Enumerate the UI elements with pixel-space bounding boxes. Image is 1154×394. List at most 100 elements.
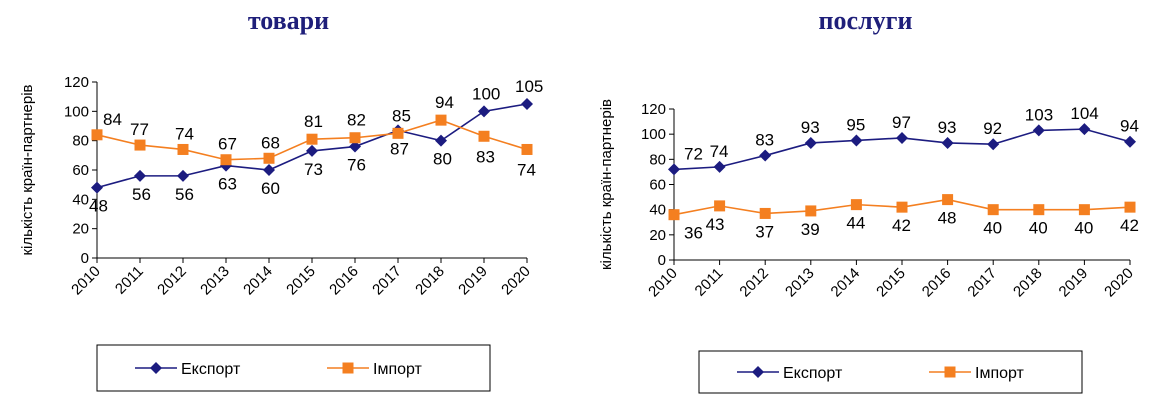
data-label-import: 77 [130, 120, 149, 139]
data-point-import [1033, 204, 1045, 216]
data-label-export: 92 [983, 119, 1002, 138]
data-point-export [941, 136, 954, 149]
data-label-export: 83 [755, 131, 774, 150]
data-point-export [1078, 123, 1091, 136]
data-point-import [714, 200, 726, 212]
legend-marker-export [752, 366, 764, 378]
data-point-import [805, 205, 817, 217]
data-point-import [349, 132, 361, 144]
x-tick-label: 2020 [1101, 265, 1137, 301]
y-tick-label: 120 [641, 101, 666, 118]
data-point-export [1032, 124, 1045, 137]
data-point-import [850, 199, 862, 211]
x-tick-label: 2012 [154, 263, 190, 299]
data-point-export [804, 136, 817, 149]
legend-marker-import [342, 362, 354, 374]
legend-marker-import [944, 366, 956, 378]
x-tick-label: 2016 [326, 263, 362, 299]
data-point-import [987, 204, 999, 216]
data-point-export [668, 163, 680, 176]
data-point-import [478, 130, 490, 142]
data-label-export: 93 [801, 118, 820, 137]
y-tick-label: 120 [64, 74, 89, 91]
data-label-export: 48 [89, 197, 108, 216]
y-tick-label: 60 [649, 177, 666, 194]
y-axis-label: кількість країн-партнерів [19, 84, 36, 255]
data-label-export: 73 [304, 160, 323, 179]
data-label-export: 94 [1120, 117, 1139, 136]
data-point-import [392, 127, 404, 139]
x-tick-label: 2015 [283, 263, 319, 299]
data-label-export: 87 [390, 139, 409, 158]
x-tick-label: 2016 [919, 265, 955, 301]
data-point-import [521, 143, 533, 155]
data-label-import: 37 [755, 222, 774, 241]
data-label-import: 94 [435, 93, 454, 112]
data-label-import: 42 [1120, 216, 1139, 235]
data-label-import: 85 [392, 106, 411, 125]
data-point-import [263, 152, 275, 164]
data-label-import: 68 [261, 133, 280, 152]
chart-services: послуги 0 20 40 60 80 100 120 2010 2011 2012 2013 2… [577, 0, 1154, 394]
legend-label-export: Експорт [181, 361, 241, 378]
data-point-import [177, 143, 189, 155]
data-label-import: 36 [684, 224, 703, 243]
x-tick-label: 2018 [1010, 265, 1046, 301]
y-tick-label: 100 [641, 126, 666, 143]
data-label-export: 60 [261, 179, 280, 198]
data-label-import: 44 [846, 214, 865, 233]
data-label-export: 72 [684, 144, 703, 163]
y-tick-label: 60 [72, 162, 89, 179]
x-tick-label: 2013 [197, 263, 233, 299]
legend-label-import: Імпорт [373, 361, 423, 378]
data-point-import [91, 129, 103, 141]
data-label-export: 56 [175, 185, 194, 204]
data-label-export: 56 [132, 185, 151, 204]
x-tick-label: 2015 [873, 265, 909, 301]
data-label-import: 42 [892, 216, 911, 235]
data-point-export [134, 169, 146, 182]
data-point-import [134, 139, 146, 151]
data-label-export: 104 [1070, 104, 1098, 123]
data-label-export: 63 [218, 175, 237, 194]
x-tick-label: 2019 [455, 263, 491, 299]
data-label-import: 43 [706, 215, 725, 234]
data-label-export: 103 [1025, 105, 1053, 124]
legend-label-export: Експорт [783, 365, 843, 382]
data-label-import: 40 [1029, 219, 1048, 238]
y-tick-label: 0 [658, 252, 666, 269]
x-tick-label: 2014 [828, 265, 864, 301]
data-point-export [177, 169, 189, 182]
data-point-export [521, 98, 533, 110]
data-point-import [1124, 201, 1136, 213]
x-tick-label: 2012 [736, 265, 772, 301]
data-point-export [850, 134, 863, 147]
x-tick-label: 2010 [645, 265, 681, 301]
x-tick-label: 2010 [68, 263, 104, 299]
y-tick-label: 20 [649, 227, 666, 244]
data-label-import: 74 [517, 160, 536, 179]
data-point-export [896, 131, 908, 144]
data-point-import [668, 209, 680, 221]
y-tick-label: 0 [81, 250, 89, 267]
x-tick-label: 2019 [1056, 265, 1092, 301]
x-tick-label: 2013 [782, 265, 818, 301]
legend-marker-export [150, 362, 162, 374]
data-label-import: 40 [983, 219, 1002, 238]
data-point-import [220, 154, 232, 166]
data-point-export [478, 105, 490, 118]
data-label-import: 84 [103, 110, 122, 129]
data-label-import: 74 [175, 124, 194, 143]
data-point-export [1124, 135, 1136, 148]
data-label-import: 83 [476, 147, 495, 166]
data-label-import: 82 [347, 111, 366, 130]
data-point-import [435, 114, 447, 126]
data-point-import [759, 207, 771, 219]
data-label-import: 39 [801, 220, 820, 239]
y-tick-label: 100 [64, 103, 89, 120]
data-point-export [713, 160, 726, 173]
y-tick-label: 40 [72, 191, 89, 208]
y-tick-label: 20 [72, 221, 89, 238]
data-label-export: 80 [433, 150, 452, 169]
data-label-export: 74 [710, 142, 729, 161]
